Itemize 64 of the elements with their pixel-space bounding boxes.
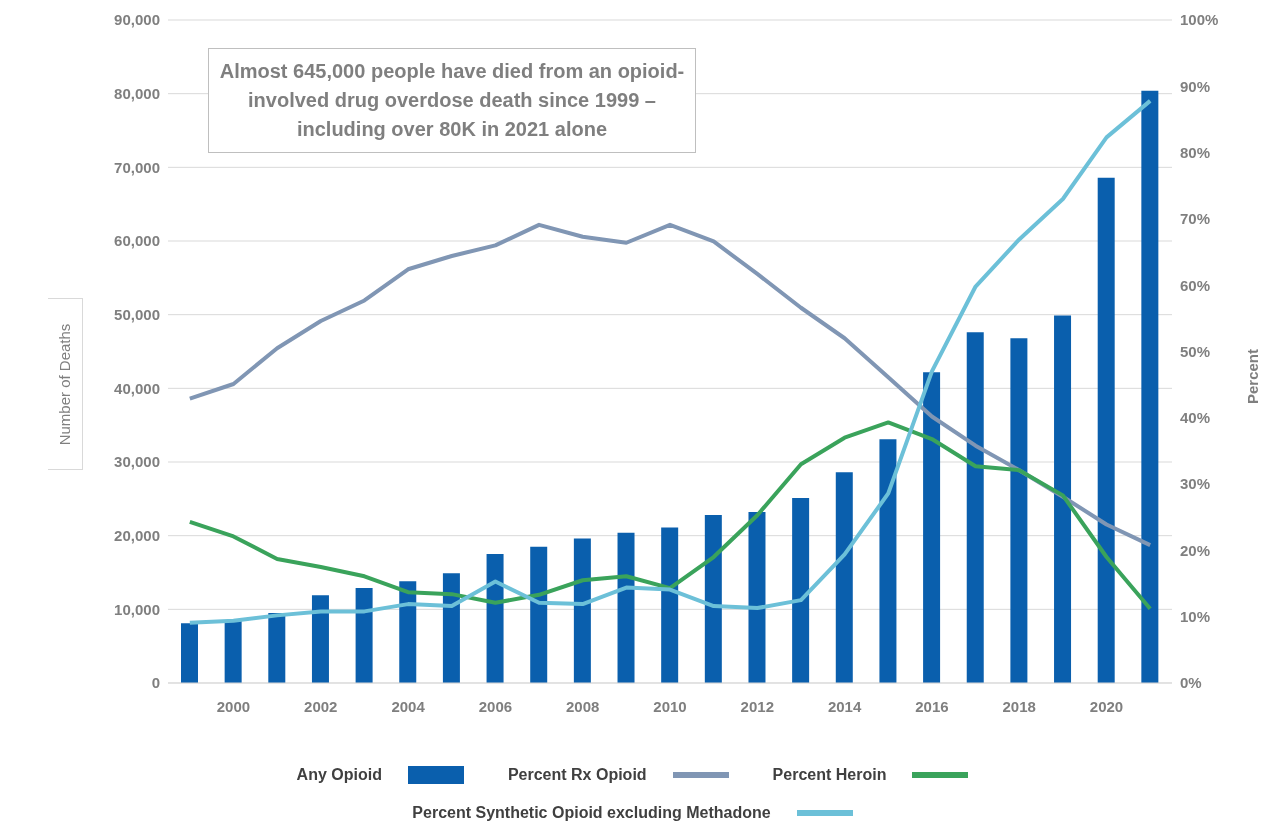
x-tick-label: 2004 [391, 697, 426, 715]
y2-tick-label: 70% [1180, 210, 1211, 228]
x-tick-label: 2020 [1089, 697, 1124, 715]
y2-tick-label: 90% [1180, 77, 1211, 95]
x-tick-label: 2014 [827, 697, 862, 715]
bar [442, 573, 460, 683]
bar [268, 613, 286, 683]
line-series [187, 420, 1153, 611]
bar [224, 621, 242, 683]
y-tick-label: 20,000 [114, 526, 160, 544]
bar [355, 587, 373, 683]
y2-tick-label: 20% [1180, 541, 1211, 559]
y-tick-label: 50,000 [114, 305, 160, 323]
legend-label: Any Opioid [296, 766, 382, 784]
bar [835, 472, 853, 683]
y2-tick-label: 80% [1180, 143, 1211, 161]
bar [530, 546, 548, 683]
y2-tick-label: 30% [1180, 475, 1211, 493]
bar [661, 527, 679, 683]
y-tick-label: 90,000 [114, 11, 160, 29]
y2-tick-label: 10% [1180, 608, 1211, 626]
bar [966, 332, 984, 683]
y-axis-title: Number of Deaths [56, 323, 74, 445]
y2-tick-label: 60% [1180, 276, 1211, 294]
y-tick-label: 0 [151, 674, 160, 692]
bar [181, 623, 198, 683]
legend-label: Percent Synthetic Opioid excluding Methadone [412, 804, 771, 822]
bar [1141, 90, 1159, 683]
bar [573, 538, 591, 683]
y2-tick-label: 40% [1180, 409, 1211, 427]
y-tick-label: 30,000 [114, 453, 160, 471]
bar [704, 515, 722, 683]
bar [1010, 338, 1028, 683]
x-tick-label: 2018 [1002, 697, 1036, 715]
x-tick-label: 2016 [915, 697, 949, 715]
x-tick-label: 2006 [478, 697, 513, 715]
x-tick-label: 2012 [740, 697, 774, 715]
bar [1097, 177, 1115, 683]
y-tick-label: 70,000 [114, 158, 160, 176]
y-tick-label: 40,000 [114, 379, 160, 397]
bar [923, 372, 941, 683]
y2-tick-label: 0% [1180, 674, 1202, 692]
annotation: Almost 645,000 people have died from an opioid-involved drug overdose death since 1999 – including over 80K in 2021 alone [208, 48, 696, 153]
bar [1054, 315, 1072, 683]
bar [486, 554, 504, 683]
bar [748, 512, 766, 683]
y2-tick-label: 50% [1180, 342, 1211, 360]
bar [792, 498, 810, 683]
legend-label: Percent Rx Opioid [507, 766, 647, 784]
legend-label: Percent Heroin [772, 766, 887, 784]
bar [311, 595, 329, 683]
y-tick-label: 60,000 [114, 232, 160, 250]
bar [399, 581, 417, 683]
x-tick-label: 2002 [304, 697, 338, 715]
y2-tick-label: 100% [1180, 11, 1219, 29]
bar [617, 532, 635, 683]
x-tick-label: 2008 [566, 697, 600, 715]
y2-axis-title: Percent [1244, 348, 1262, 405]
x-tick-label: 2000 [216, 697, 251, 715]
y-tick-label: 10,000 [114, 600, 160, 618]
bar [879, 439, 897, 683]
y-tick-label: 80,000 [114, 84, 160, 102]
x-tick-label: 2010 [653, 697, 687, 715]
line-series [187, 222, 1153, 548]
